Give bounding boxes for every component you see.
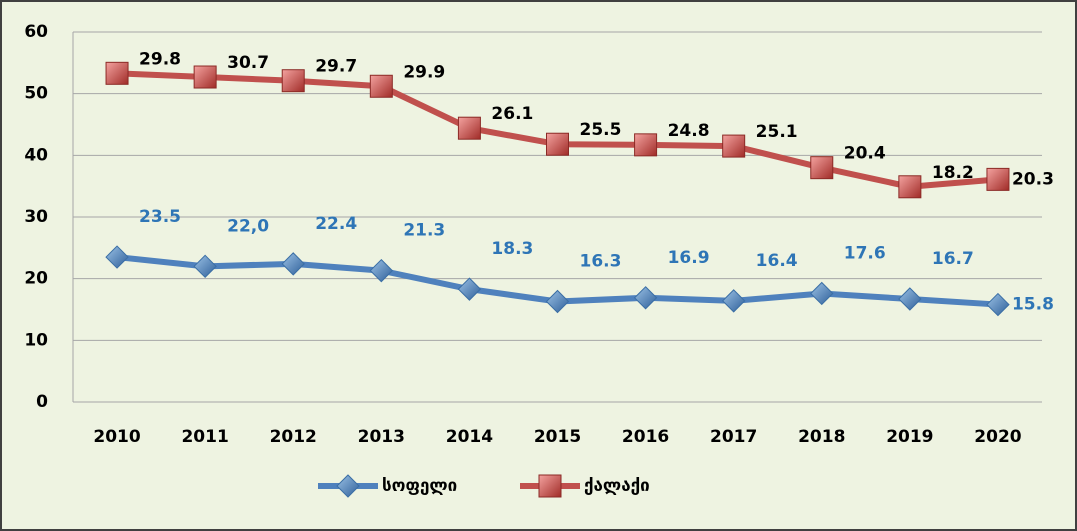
legend-label: ქალაქი bbox=[584, 476, 650, 496]
data-label: 30.7 bbox=[227, 53, 269, 73]
data-label: 24.8 bbox=[668, 121, 710, 141]
marker bbox=[986, 167, 1010, 191]
data-label: 22,0 bbox=[227, 216, 269, 236]
y-tick-label: 30 bbox=[24, 207, 48, 227]
marker bbox=[545, 289, 570, 314]
x-tick-label: 2012 bbox=[270, 427, 317, 447]
x-tick-label: 2020 bbox=[974, 427, 1021, 447]
marker bbox=[546, 132, 569, 156]
y-tick-label: 40 bbox=[24, 145, 48, 165]
data-label: 29.7 bbox=[315, 57, 357, 77]
data-label: 16.4 bbox=[756, 251, 798, 271]
data-label: 16.3 bbox=[580, 251, 622, 271]
x-tick-label: 2019 bbox=[886, 427, 933, 447]
x-tick-label: 2016 bbox=[622, 427, 669, 447]
marker bbox=[898, 287, 922, 311]
marker bbox=[105, 61, 129, 85]
y-tick-label: 60 bbox=[24, 22, 48, 42]
data-label: 21.3 bbox=[403, 221, 445, 241]
marker bbox=[538, 474, 562, 498]
data-label: 25.1 bbox=[756, 122, 798, 142]
y-tick-label: 0 bbox=[36, 392, 48, 412]
marker bbox=[193, 65, 217, 89]
data-label: 25.5 bbox=[580, 120, 622, 140]
x-tick-label: 2018 bbox=[798, 427, 845, 447]
marker bbox=[986, 292, 1010, 317]
marker bbox=[898, 175, 922, 199]
marker bbox=[281, 252, 305, 276]
legend-label: სოფელი bbox=[382, 476, 457, 496]
y-tick-label: 20 bbox=[24, 269, 48, 289]
x-tick-label: 2013 bbox=[358, 427, 405, 447]
marker bbox=[336, 474, 360, 498]
data-label: 29.9 bbox=[403, 62, 445, 82]
marker bbox=[722, 134, 746, 158]
marker bbox=[369, 74, 393, 98]
marker bbox=[721, 289, 746, 313]
y-tick-label: 50 bbox=[24, 84, 48, 104]
marker bbox=[105, 245, 129, 269]
y-tick-label: 10 bbox=[24, 330, 48, 350]
legend: სოფელი ქალაქი bbox=[318, 474, 650, 498]
data-label: 23.5 bbox=[139, 207, 181, 227]
marker bbox=[369, 258, 394, 283]
marker bbox=[810, 156, 834, 180]
marker bbox=[633, 286, 658, 310]
data-label: 22.4 bbox=[315, 214, 357, 234]
marker bbox=[810, 281, 834, 306]
data-label: 17.6 bbox=[844, 243, 886, 263]
data-label: 20.3 bbox=[1012, 169, 1054, 189]
data-label: 18.3 bbox=[491, 239, 533, 259]
marker bbox=[634, 133, 658, 157]
marker bbox=[193, 254, 217, 279]
data-label: 16.9 bbox=[668, 248, 710, 268]
data-label: 20.4 bbox=[844, 144, 886, 164]
x-tick-label: 2011 bbox=[181, 427, 228, 447]
marker bbox=[457, 116, 481, 140]
x-tick-label: 2017 bbox=[710, 427, 757, 447]
data-label: 29.8 bbox=[139, 49, 181, 69]
marker bbox=[281, 69, 305, 93]
data-label: 16.7 bbox=[932, 249, 974, 269]
data-label: 26.1 bbox=[491, 104, 533, 124]
data-label: 15.8 bbox=[1012, 295, 1054, 315]
data-label: 18.2 bbox=[932, 163, 974, 183]
marker bbox=[457, 277, 482, 301]
x-tick-label: 2015 bbox=[534, 427, 581, 447]
x-tick-label: 2010 bbox=[93, 427, 140, 447]
x-tick-label: 2014 bbox=[446, 427, 493, 447]
